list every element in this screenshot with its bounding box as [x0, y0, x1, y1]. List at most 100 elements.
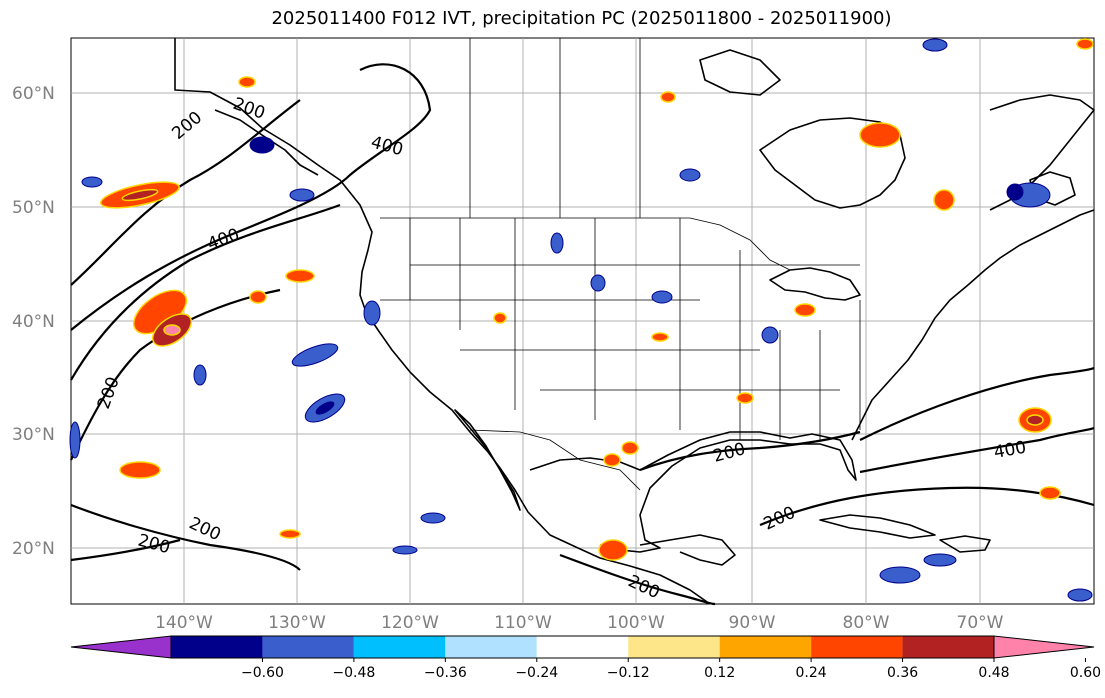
lon-label: 90°W	[729, 613, 776, 633]
precip-blob	[289, 188, 315, 202]
colorbar-segment	[171, 636, 263, 658]
precip-blob-core	[1006, 183, 1024, 201]
colorbar-extend-min	[70, 635, 172, 659]
political-borders	[380, 38, 861, 491]
hispaniola	[939, 535, 991, 553]
contour-400-west	[70, 63, 432, 331]
precip-blob-core	[249, 136, 275, 154]
gulf-coast	[529, 431, 857, 553]
precip-blob	[1039, 486, 1061, 500]
precip-blob	[879, 566, 921, 584]
precip-blob	[761, 326, 779, 344]
contour-200-west-a	[70, 99, 301, 286]
colorbar-segment	[628, 636, 720, 658]
yucatan	[639, 534, 736, 566]
chart-title: 2025011400 F012 IVT, precipitation PC (2…	[271, 8, 892, 29]
precip-blob	[923, 553, 957, 567]
cuba	[819, 514, 936, 539]
baja-california	[454, 409, 521, 511]
precip-blob	[794, 303, 816, 317]
colorbar-extend-max	[993, 635, 1095, 659]
contour-200-west-b	[70, 203, 341, 381]
us-mexico-border	[469, 429, 641, 491]
colorbar-tick-label: 0.48	[978, 665, 1009, 681]
precip-blob	[603, 453, 621, 467]
colorbar-tick-label: −0.48	[332, 665, 375, 681]
precip-blob	[238, 76, 256, 88]
precip-blob	[193, 364, 207, 386]
precip-blob	[249, 290, 267, 304]
precip-blob	[590, 274, 606, 292]
precip-blob	[922, 38, 948, 52]
great-lakes	[769, 267, 861, 301]
lat-label: 60°N	[12, 84, 55, 104]
hudson-bay	[759, 117, 906, 209]
colorbar-tick-label: −0.36	[424, 665, 467, 681]
precip-blob	[493, 312, 507, 324]
contour-200-gulf	[639, 430, 861, 472]
lon-label: 110°W	[494, 613, 552, 633]
colorbar-tick-label: −0.12	[607, 665, 650, 681]
precip-blob	[279, 529, 301, 539]
colorbar-tick-label: −0.60	[241, 665, 284, 681]
lon-label: 130°W	[268, 613, 326, 633]
colorbar-tick-label: 0.60	[1070, 665, 1101, 681]
lat-tick-labels: 60°N 50°N 40°N 30°N 20°N	[12, 84, 55, 559]
precip-blob	[69, 421, 81, 459]
colorbar-tick-label: −0.24	[515, 665, 558, 681]
precip-blob-core	[315, 401, 335, 415]
colorbar: −0.60 −0.48 −0.36 −0.24 −0.12 0.12 0.24 0.36 0.4…	[70, 635, 1101, 681]
lon-tick-labels: 140°W 130°W 120°W 110°W 100°W 90°W 80°W …	[155, 613, 1004, 633]
contour-200-bottom	[70, 538, 181, 562]
north-america-west-coast	[174, 38, 711, 605]
lon-label: 70°W	[957, 613, 1004, 633]
precip-blob	[81, 176, 103, 188]
lat-label: 50°N	[12, 198, 55, 218]
precip-blob	[651, 332, 669, 342]
precip-blob-core	[121, 188, 159, 202]
precip-positive-blobs	[100, 38, 1094, 561]
precip-blob	[933, 189, 955, 211]
colorbar-tick-label: 0.24	[796, 665, 827, 681]
arctic-islands	[699, 49, 781, 96]
lon-label: 80°W	[843, 613, 890, 633]
precip-blob	[651, 290, 673, 304]
precip-blob-core	[1026, 414, 1044, 426]
precip-blob	[621, 441, 639, 455]
east-coast	[851, 209, 1095, 441]
contour-200-lower	[70, 503, 301, 571]
colorbar-segment	[902, 636, 994, 658]
colorbar-segment	[353, 636, 446, 658]
contour-400-atlantic	[859, 426, 1095, 474]
colorbar-outline	[170, 635, 995, 659]
lat-label: 40°N	[12, 312, 55, 332]
colorbar-segment	[536, 636, 629, 658]
precip-blob	[291, 343, 339, 367]
precip-blob	[679, 168, 701, 182]
precip-blob	[119, 461, 161, 479]
precip-blob	[660, 91, 676, 103]
precip-blob	[736, 392, 754, 404]
precip-blob	[1076, 38, 1094, 50]
coastlines	[174, 38, 1095, 605]
colorbar-tick-label: 0.36	[887, 665, 918, 681]
contour-200-caribbean	[559, 553, 716, 606]
precip-blob	[1067, 588, 1093, 602]
precip-negative-blobs	[69, 38, 1093, 602]
precip-blob	[363, 300, 381, 326]
lat-label: 20°N	[12, 539, 55, 559]
precip-blob	[598, 539, 628, 561]
colorbar-segment	[811, 636, 903, 658]
lon-label: 120°W	[381, 613, 439, 633]
precip-blob	[285, 269, 315, 283]
precip-blob	[859, 122, 901, 148]
colorbar-segment	[719, 636, 812, 658]
contour-200-sw	[70, 288, 281, 461]
precip-blob-peak	[163, 324, 181, 336]
precip-blob	[420, 512, 446, 524]
lat-label: 30°N	[12, 425, 55, 445]
precip-blob	[550, 232, 564, 254]
colorbar-tick-label: 0.12	[704, 665, 735, 681]
lon-label: 100°W	[607, 613, 665, 633]
